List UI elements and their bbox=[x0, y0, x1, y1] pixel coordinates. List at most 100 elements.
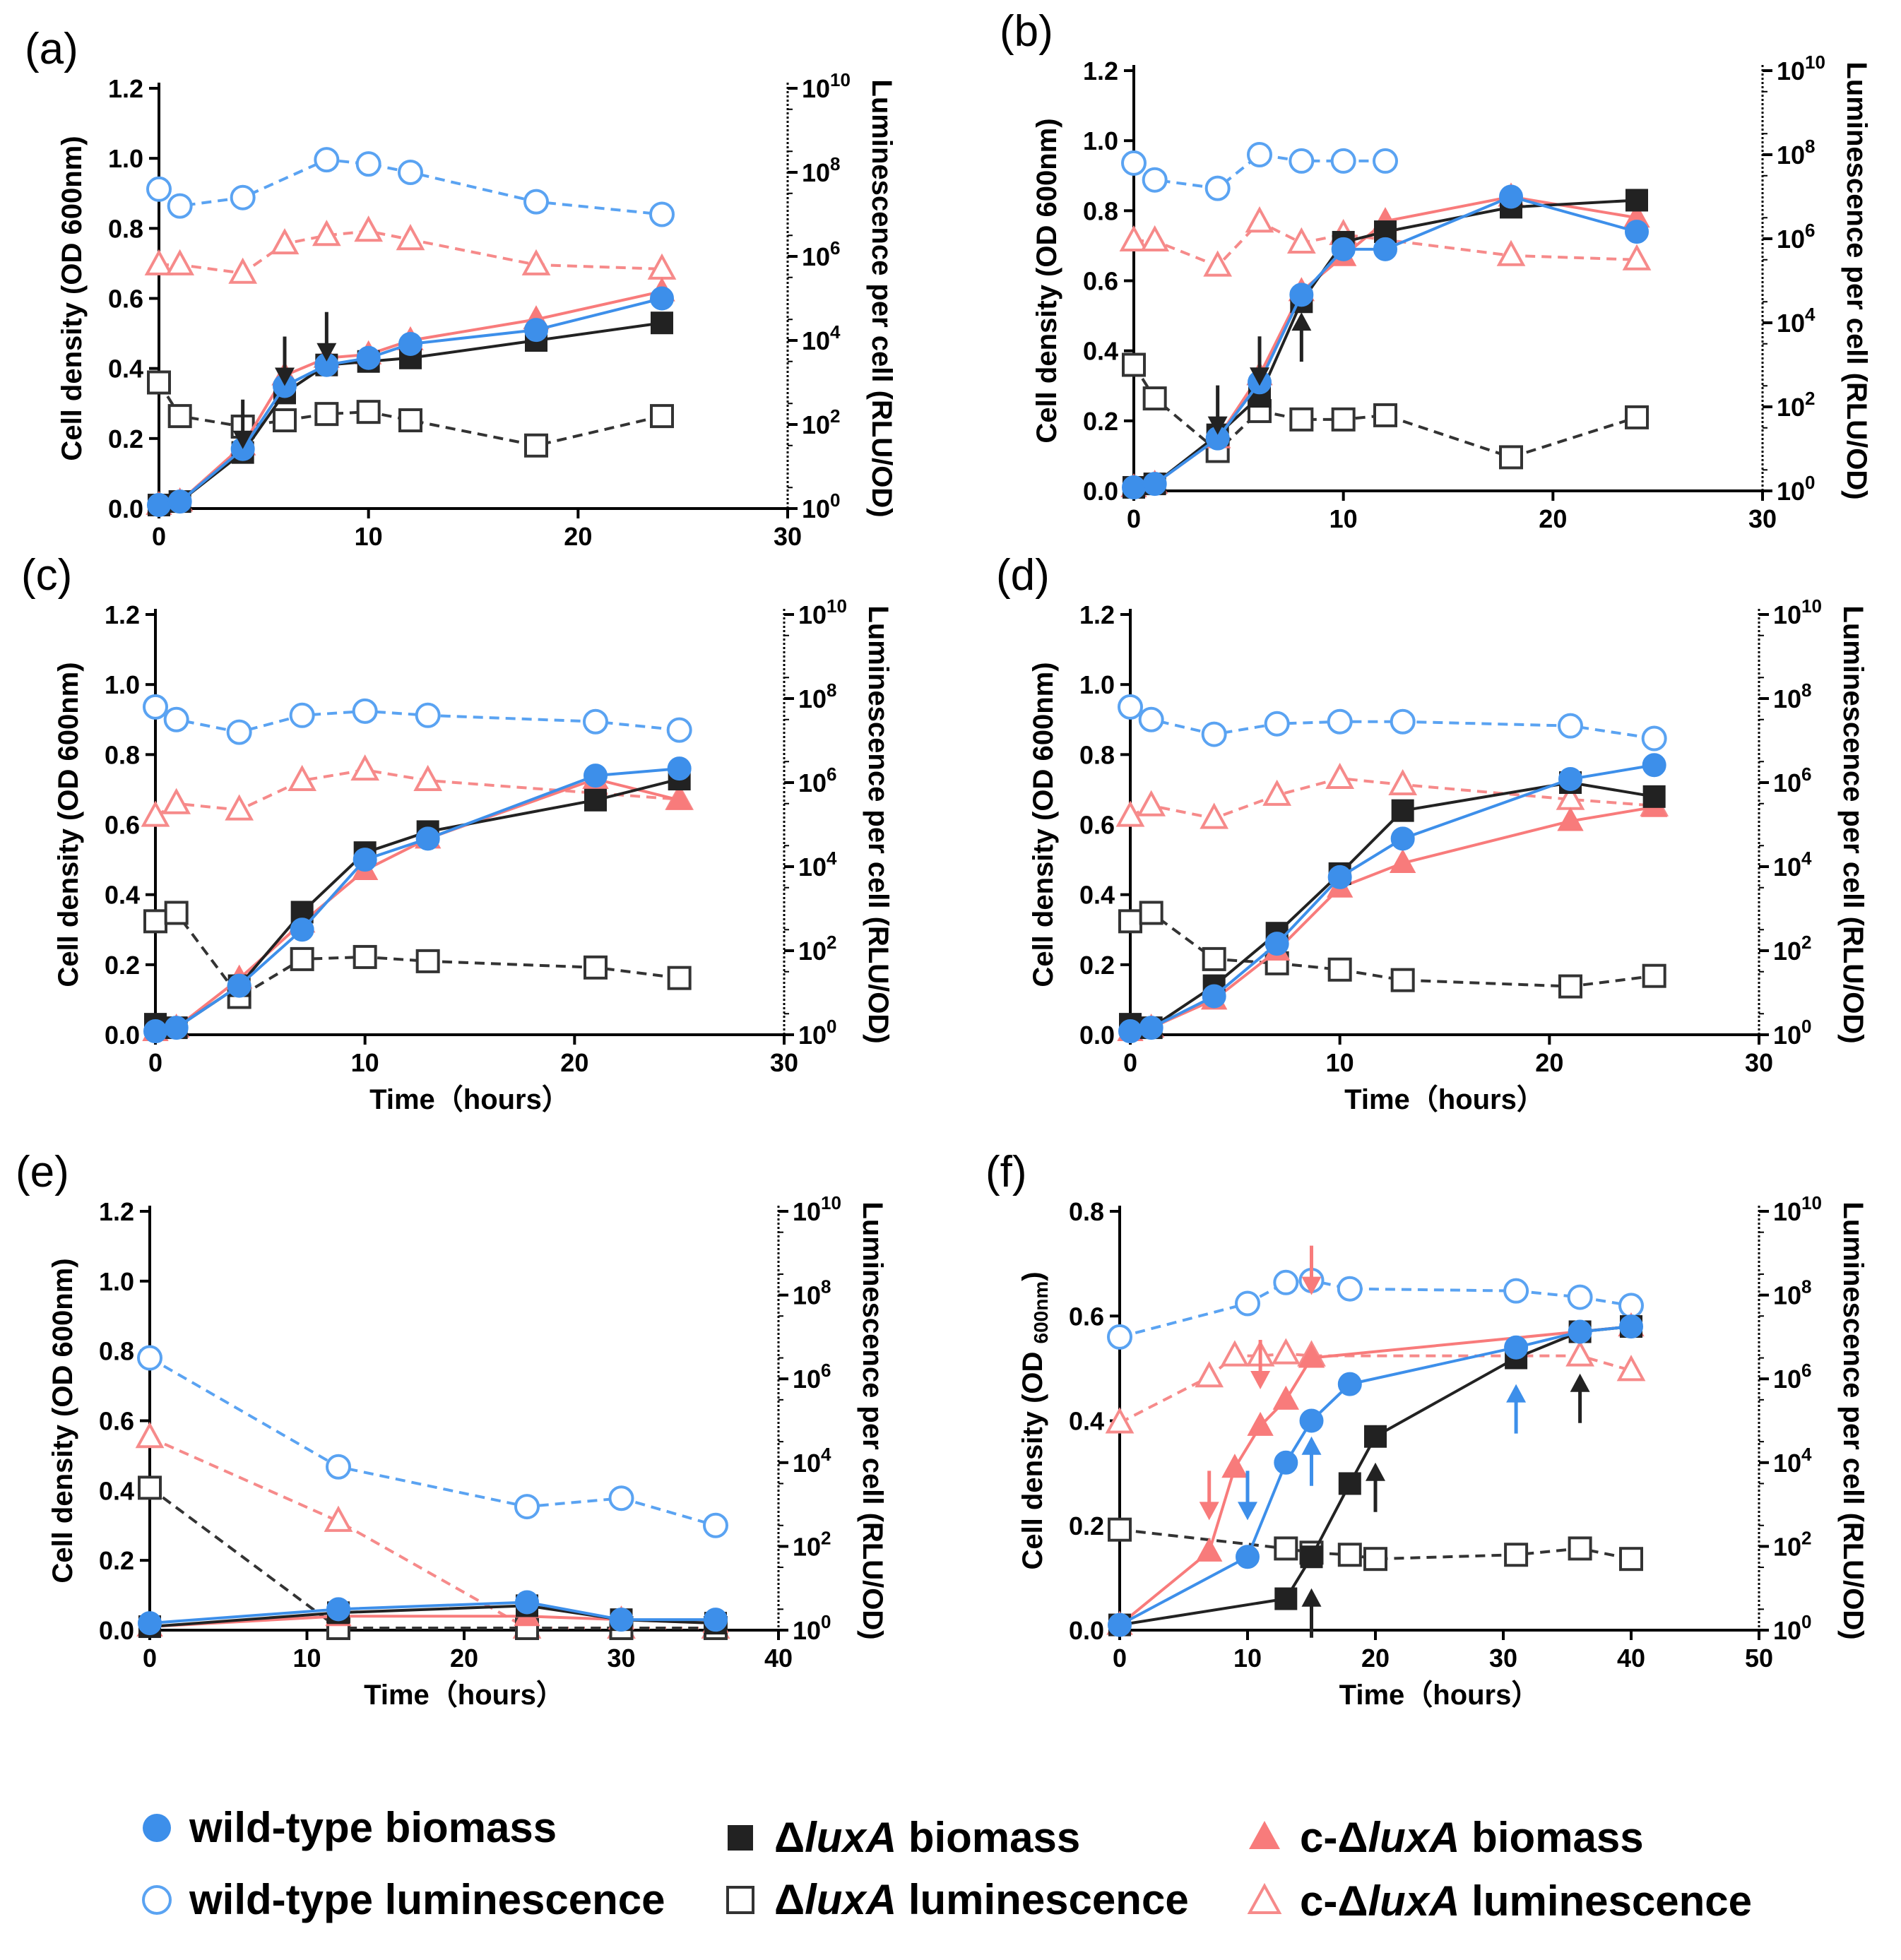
y-tick-label: 0.8 bbox=[105, 740, 140, 769]
data-point-wt_lum bbox=[1118, 694, 1143, 720]
annotation-arrow bbox=[1301, 1436, 1322, 1486]
x-tick-label: 50 bbox=[1745, 1644, 1773, 1673]
legend-marker-cdluxa-luminescence bbox=[1247, 1882, 1282, 1914]
data-point-cd_lum bbox=[141, 800, 170, 827]
data-point-wt_bio bbox=[1118, 1019, 1142, 1044]
data-point-wt_lum bbox=[146, 176, 172, 202]
panel-label: (a) bbox=[25, 25, 78, 73]
y-tick-label: 0.8 bbox=[1079, 740, 1115, 769]
y2-tick-exponent: 0 bbox=[827, 1016, 836, 1037]
y-tick-label: 0.4 bbox=[1083, 337, 1118, 366]
series-wt_bio bbox=[1108, 1314, 1643, 1637]
data-point-wt_lum bbox=[514, 1494, 540, 1520]
legend-cdluxa-biomass: c-ΔluxA biomass bbox=[1249, 1814, 1644, 1861]
data-point-cd_lum bbox=[1325, 762, 1355, 790]
annotation-arrow bbox=[316, 311, 337, 362]
y2-tick-base: 10 bbox=[793, 1616, 821, 1645]
legend-wt-biomass: wild-type biomass bbox=[143, 1804, 557, 1851]
data-point-cd_lum bbox=[1105, 1407, 1135, 1434]
data-point-wt_bio bbox=[609, 1608, 634, 1632]
annotation-arrow bbox=[1199, 1471, 1219, 1521]
data-point-cd_bio bbox=[1196, 1537, 1223, 1562]
panel-label: (c) bbox=[21, 551, 72, 600]
legend-cdluxa-luminescence: c-ΔluxA luminescence bbox=[1247, 1877, 1752, 1925]
data-point-wt_lum bbox=[226, 719, 252, 745]
data-point-wt_bio bbox=[398, 331, 422, 356]
arrow-head bbox=[316, 343, 337, 362]
data-point-wt_lum bbox=[523, 189, 549, 215]
y-axis-title: Cell density (OD 600nm) bbox=[1017, 1271, 1052, 1569]
arrow-head bbox=[1301, 1436, 1322, 1455]
y-tick-label: 0.6 bbox=[105, 811, 140, 840]
y-tick-label: 0.6 bbox=[1069, 1302, 1104, 1331]
data-point-cd_lum bbox=[162, 788, 191, 814]
legend-marker-dluxa-biomass bbox=[728, 1825, 753, 1851]
y2-tick-base: 10 bbox=[802, 326, 830, 355]
data-point-wt_lum bbox=[167, 193, 193, 219]
x-tick-label: 40 bbox=[764, 1644, 793, 1673]
data-point-cd_lum bbox=[228, 257, 258, 284]
panel-label: (d) bbox=[996, 551, 1050, 600]
data-point-wt_bio bbox=[415, 826, 440, 851]
legend-dluxa-lum-gene: luxA bbox=[805, 1876, 896, 1923]
y2-tick-label: 102 bbox=[1773, 1527, 1812, 1561]
data-point-d_lum bbox=[1504, 1543, 1529, 1567]
y2-tick-exponent: 6 bbox=[830, 237, 840, 259]
panel-f: (f)0.00.20.40.60.80 10 20 30 40 5010010210410… bbox=[985, 1148, 1869, 1711]
x-tick-label: 30 bbox=[770, 1048, 798, 1077]
data-point-wt_bio bbox=[1642, 753, 1666, 778]
x-tick-label: 0 bbox=[148, 1048, 162, 1077]
data-point-wt_lum bbox=[1138, 706, 1164, 732]
y2-tick-base: 10 bbox=[1777, 57, 1805, 85]
data-point-cd_lum bbox=[350, 754, 380, 781]
data-point-wt_bio bbox=[1142, 472, 1167, 497]
data-point-wt_lum bbox=[1567, 1284, 1593, 1310]
y2-tick-exponent: 10 bbox=[1801, 595, 1822, 617]
data-point-wt_bio bbox=[1202, 984, 1226, 1009]
data-point-cd_lum bbox=[288, 764, 317, 792]
data-point-d_lum bbox=[1558, 974, 1582, 999]
legend-marker-wt-biomass bbox=[143, 1814, 171, 1842]
data-point-cd_lum bbox=[1245, 206, 1274, 233]
legend-label-wt-biomass: wild-type biomass bbox=[189, 1804, 557, 1851]
y-axis-title: Cell density (OD 600nm) bbox=[53, 662, 84, 987]
data-point-wt_bio bbox=[650, 286, 674, 311]
y-tick-label: 0.4 bbox=[105, 881, 140, 910]
data-point-cd_lum bbox=[1388, 768, 1418, 795]
y2-tick-exponent: 6 bbox=[821, 1360, 831, 1381]
data-point-d_lum bbox=[667, 966, 692, 990]
data-point-cd_lum bbox=[1616, 1355, 1646, 1382]
data-point-wt_lum bbox=[143, 694, 168, 720]
annotation-arrow bbox=[1291, 312, 1312, 362]
series-cd_lum bbox=[141, 754, 694, 827]
x-axis-title: Time（hours） bbox=[364, 1680, 564, 1711]
y2-tick-base: 10 bbox=[1777, 309, 1805, 338]
data-point-wt_lum bbox=[1330, 148, 1356, 174]
data-point-wt_bio bbox=[1504, 1335, 1529, 1360]
data-point-wt_bio bbox=[1108, 1612, 1132, 1637]
data-point-wt_lum bbox=[583, 708, 608, 735]
series-line-cd_lum bbox=[1130, 777, 1654, 820]
y2-tick-base: 10 bbox=[1777, 393, 1805, 422]
data-point-wt_lum bbox=[1204, 175, 1231, 201]
data-point-wt_bio bbox=[1625, 220, 1649, 244]
data-point-wt_lum bbox=[355, 151, 381, 177]
x-tick-label: 30 bbox=[607, 1644, 635, 1673]
data-point-cd_lum bbox=[165, 249, 195, 275]
data-point-wt_bio bbox=[1122, 475, 1146, 500]
y2-tick-exponent: 4 bbox=[830, 321, 841, 343]
series-d_bio bbox=[1119, 771, 1666, 1040]
y2-tick-exponent: 8 bbox=[1805, 136, 1815, 157]
data-point-d_lum bbox=[398, 408, 422, 433]
y2-tick-exponent: 6 bbox=[827, 764, 836, 785]
y2-tick-label: 1010 bbox=[1777, 52, 1825, 85]
y2-tick-base: 10 bbox=[1773, 1616, 1801, 1645]
arrow-head bbox=[1570, 1373, 1590, 1392]
x-tick-label: 0 bbox=[152, 522, 166, 551]
arrow-head bbox=[1238, 1502, 1257, 1521]
data-point-wt_lum bbox=[398, 160, 423, 185]
annotation-arrow bbox=[1250, 1340, 1271, 1390]
annotation-arrow bbox=[1506, 1384, 1527, 1434]
data-point-d_bio bbox=[1364, 1425, 1387, 1448]
annotation-arrow bbox=[1250, 336, 1269, 386]
